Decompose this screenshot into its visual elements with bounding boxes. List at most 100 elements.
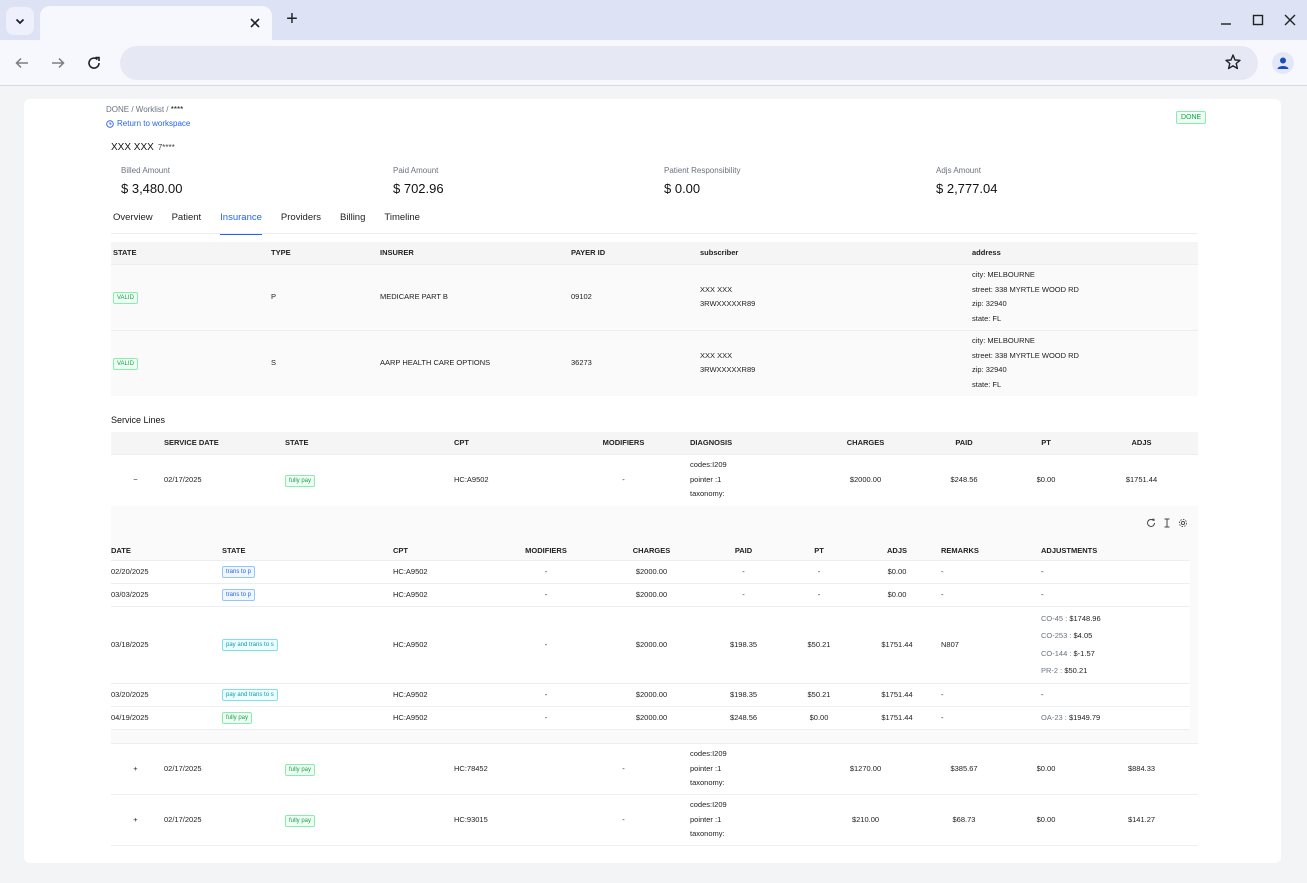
patient-responsibility-value: $ 0.00	[664, 181, 701, 196]
modifiers: -	[561, 453, 686, 505]
col-service-date: SERVICE DATE	[160, 432, 281, 454]
detail-tabs: Overview Patient Insurance Providers Bil…	[113, 212, 439, 235]
service-line-row[interactable]: + 02/17/2025 fully pay HC:78452 - codes:…	[111, 743, 1198, 795]
tab-patient[interactable]: Patient	[171, 212, 202, 223]
paid: -	[702, 560, 785, 584]
cpt-code: HC:A9502	[393, 583, 491, 607]
expand-row-button[interactable]: +	[111, 794, 160, 846]
payer-id: 36273	[569, 329, 698, 396]
column-height-icon[interactable]	[1162, 518, 1172, 528]
reload-icon[interactable]	[82, 51, 106, 75]
claim-date: 04/19/2025	[111, 706, 222, 730]
close-icon[interactable]	[246, 14, 264, 32]
forward-arrow-icon[interactable]	[46, 51, 70, 75]
profile-icon[interactable]	[1272, 52, 1294, 74]
minimize-icon[interactable]	[1216, 10, 1236, 30]
state-badge: fully pay	[285, 763, 316, 776]
address-zip: zip: 32940	[972, 365, 1007, 375]
patient-responsibility-label: Patient Responsibility	[664, 166, 741, 175]
refresh-icon[interactable]	[1146, 518, 1156, 528]
modifiers: -	[491, 683, 601, 707]
paid: $198.35	[702, 606, 785, 684]
modifiers: -	[491, 560, 601, 584]
service-line-row[interactable]: + 02/17/2025 fully pay HC:93015 - codes:…	[111, 794, 1198, 846]
adjs: $1751.44	[853, 683, 941, 707]
paid: $68.73	[921, 794, 1007, 846]
breadcrumb-prefix[interactable]: DONE / Worklist /	[106, 105, 171, 114]
pt: $0.00	[1007, 453, 1085, 505]
pt: $0.00	[1007, 743, 1085, 795]
service-lines-table: SERVICE DATE STATE CPT MODIFIERS DIAGNOS…	[111, 432, 1198, 505]
adjustments: -	[1041, 560, 1190, 584]
diagnosis-codes: codes:I209	[690, 460, 727, 469]
col-cpt: CPT	[393, 542, 491, 561]
claim-history-row[interactable]: 03/20/2025 pay and trans to s HC:A9502 -…	[111, 683, 1190, 707]
address-state: state: FL	[972, 313, 1002, 323]
adjustments: -	[1041, 583, 1190, 607]
claim-history-row[interactable]: 02/20/2025 trans to p HC:A9502 - $2000.0…	[111, 560, 1190, 584]
breadcrumb-current: ****	[170, 105, 184, 114]
paid: $248.56	[921, 453, 1007, 505]
charges: $2000.00	[601, 560, 702, 584]
insurance-row[interactable]: VALID S AARP HEALTH CARE OPTIONS 36273 X…	[111, 329, 1198, 396]
col-date: DATE	[111, 542, 222, 561]
modifiers: -	[561, 794, 686, 846]
insurance-row[interactable]: VALID P MEDICARE PART B 09102 XXX XXX 3RW…	[111, 263, 1198, 330]
subscriber-name: XXX XXX	[700, 350, 733, 360]
col-address: address	[970, 242, 1198, 264]
settings-icon[interactable]	[1178, 518, 1188, 528]
cpt-code: HC:78452	[450, 743, 561, 795]
tabs-divider	[111, 233, 1198, 234]
pt: $0.00	[785, 706, 853, 730]
tab-billing[interactable]: Billing	[340, 212, 366, 223]
claim-history-row[interactable]: 03/03/2025 trans to p HC:A9502 - $2000.0…	[111, 583, 1190, 607]
address-street: street: 338 MYRTLE WOOD RD	[972, 350, 1079, 360]
col-insurer: INSURER	[378, 242, 569, 264]
new-tab-button[interactable]: +	[286, 8, 298, 30]
star-icon[interactable]	[1224, 53, 1244, 73]
charges: $210.00	[810, 794, 921, 846]
chevron-down-icon	[15, 18, 25, 25]
col-modifiers: MODIFIERS	[561, 432, 686, 454]
back-arrow-icon[interactable]	[10, 51, 34, 75]
expand-row-button[interactable]: +	[111, 743, 160, 795]
col-adjustments: ADJUSTMENTS	[1041, 542, 1190, 561]
tab-insurance[interactable]: Insurance	[220, 212, 262, 235]
state-badge: pay and trans to s	[222, 688, 278, 701]
tab-overview[interactable]: Overview	[113, 212, 153, 223]
charges: $1270.00	[810, 743, 921, 795]
claim-history-row[interactable]: 03/18/2025 pay and trans to s HC:A9502 -…	[111, 606, 1190, 684]
address-bar[interactable]	[120, 46, 1258, 80]
adjustments-list: CO-45 : $1748.96 CO-253 : $4.05 CO-144 :…	[1041, 606, 1190, 684]
cpt-code: HC:A9502	[393, 706, 491, 730]
service-lines-header-row: SERVICE DATE STATE CPT MODIFIERS DIAGNOS…	[111, 432, 1198, 454]
paid: $248.56	[702, 706, 785, 730]
service-date: 02/17/2025	[160, 794, 281, 846]
claim-detail-page: DONE / Worklist / **** Return to workspa…	[24, 99, 1281, 863]
payer-id: 09102	[569, 263, 698, 330]
service-date: 02/17/2025	[160, 743, 281, 795]
address-city: city: MELBOURNE	[972, 336, 1035, 346]
return-to-workspace-link[interactable]: Return to workspace	[106, 119, 190, 128]
address-zip: zip: 32940	[972, 299, 1007, 308]
claim-date: 03/20/2025	[111, 683, 222, 707]
adjs: $1751.44	[853, 606, 941, 684]
modifiers: -	[561, 743, 686, 795]
close-window-icon[interactable]	[1280, 10, 1300, 30]
adjs: $1751.44	[853, 706, 941, 730]
status-badge: DONE	[1176, 111, 1207, 124]
service-lines-title: Service Lines	[111, 415, 166, 425]
insurance-table: STATE TYPE INSURER PAYER ID subscriber a…	[111, 242, 1198, 396]
maximize-icon[interactable]	[1248, 10, 1268, 30]
tab-providers[interactable]: Providers	[280, 212, 322, 223]
tab-search-button[interactable]	[6, 7, 34, 35]
return-link-label: Return to workspace	[117, 119, 191, 128]
claim-history-row[interactable]: 04/19/2025 fully pay HC:A9502 - $2000.00…	[111, 706, 1190, 730]
browser-tab[interactable]	[40, 6, 272, 40]
col-state: STATE	[111, 242, 269, 264]
remarks: N807	[941, 606, 1041, 684]
service-line-row[interactable]: − 02/17/2025 fully pay HC:A9502 - codes:…	[111, 453, 1198, 505]
collapse-row-button[interactable]: −	[111, 453, 160, 505]
col-paid: PAID	[921, 432, 1007, 454]
tab-timeline[interactable]: Timeline	[384, 212, 420, 223]
